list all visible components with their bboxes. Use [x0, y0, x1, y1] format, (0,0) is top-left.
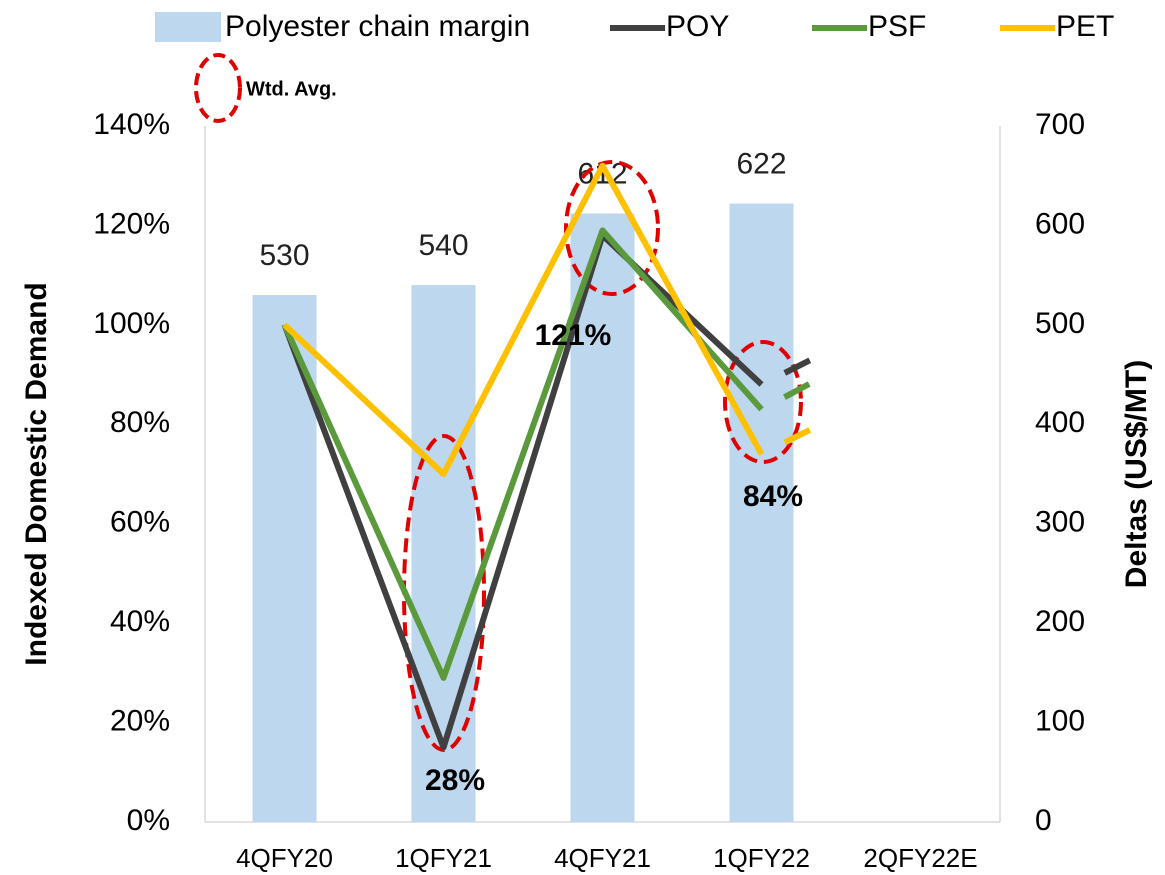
- y-tick-label: 40%: [110, 605, 170, 638]
- y2-tick-label: 600: [1035, 207, 1085, 240]
- line: [281, 232, 764, 751]
- x-tick-label: 2QFY22E: [863, 843, 977, 873]
- y2-axis-title: Deltas (US$/MT): [1120, 360, 1153, 588]
- projected-line: [760, 371, 922, 457]
- y2-tick-label: 100: [1035, 704, 1085, 737]
- bar: [570, 213, 635, 823]
- y-tick-label: 60%: [110, 506, 170, 539]
- y-axis-title: Indexed Domestic Demand: [20, 282, 53, 665]
- bar-value-label: 622: [736, 147, 786, 180]
- legend-swatch: [155, 12, 221, 42]
- y-tick-label: 100%: [93, 307, 170, 340]
- y2-tick-label: 200: [1035, 605, 1085, 638]
- x-tick-label: 4QFY20: [236, 843, 333, 873]
- projected-line: [760, 322, 922, 413]
- legend-label: POY: [666, 10, 729, 43]
- y2-tick-label: 500: [1035, 307, 1085, 340]
- bar: [729, 203, 794, 822]
- y2-tick-label: 300: [1035, 506, 1085, 539]
- y-tick-label: 120%: [93, 207, 170, 240]
- x-tick-label: 1QFY21: [395, 843, 492, 873]
- x-tick-label: 4QFY21: [554, 843, 651, 873]
- bar-value-label: 530: [259, 239, 309, 272]
- annotation: 28%: [425, 764, 485, 797]
- line: [281, 227, 764, 681]
- annotation: 121%: [535, 319, 612, 352]
- y2-tick-label: 0: [1035, 804, 1052, 837]
- wtd-avg-ellipse: [723, 340, 803, 464]
- legend-label: Polyester chain margin: [225, 10, 530, 43]
- bar: [411, 285, 476, 823]
- legend-note: Wtd. Avg.: [246, 78, 337, 100]
- legend-label: PSF: [868, 10, 926, 43]
- projected-line: [760, 302, 922, 388]
- annotation: 84%: [743, 480, 803, 513]
- wtd-avg-ellipse: [564, 160, 660, 296]
- legend-ellipse: [194, 53, 242, 123]
- y-tick-label: 80%: [110, 406, 170, 439]
- y2-tick-label: 400: [1035, 406, 1085, 439]
- y-tick-label: 140%: [93, 108, 170, 141]
- line: [282, 162, 765, 477]
- x-tick-label: 1QFY22: [713, 843, 810, 873]
- y-tick-label: 0%: [127, 804, 170, 837]
- legend-label: PET: [1056, 10, 1114, 43]
- bar-value-label: 540: [418, 229, 468, 262]
- y-tick-label: 20%: [110, 704, 170, 737]
- y2-tick-label: 700: [1035, 108, 1085, 141]
